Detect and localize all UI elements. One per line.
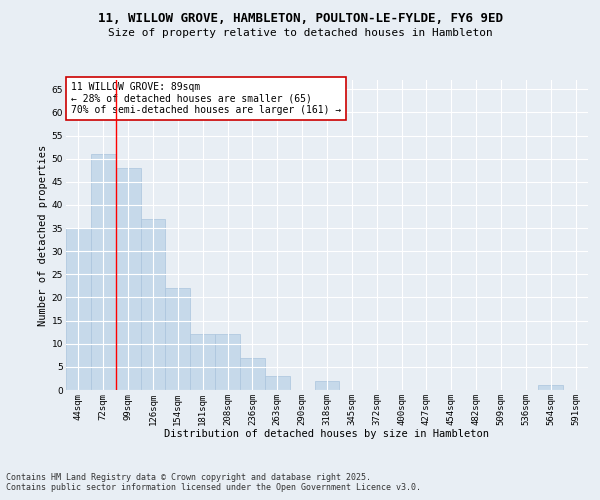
Text: 11, WILLOW GROVE, HAMBLETON, POULTON-LE-FYLDE, FY6 9ED: 11, WILLOW GROVE, HAMBLETON, POULTON-LE-…	[97, 12, 503, 26]
Bar	[190, 334, 215, 390]
Y-axis label: Number of detached properties: Number of detached properties	[38, 144, 47, 326]
Bar	[140, 219, 166, 390]
Text: Contains HM Land Registry data © Crown copyright and database right 2025.: Contains HM Land Registry data © Crown c…	[6, 474, 371, 482]
Bar	[215, 334, 240, 390]
Bar	[265, 376, 290, 390]
Bar	[538, 386, 563, 390]
Bar	[314, 380, 340, 390]
Bar	[66, 228, 91, 390]
Bar	[116, 168, 140, 390]
Bar	[166, 288, 190, 390]
X-axis label: Distribution of detached houses by size in Hambleton: Distribution of detached houses by size …	[164, 429, 490, 439]
Bar	[91, 154, 116, 390]
Text: Contains public sector information licensed under the Open Government Licence v3: Contains public sector information licen…	[6, 484, 421, 492]
Bar	[240, 358, 265, 390]
Text: 11 WILLOW GROVE: 89sqm
← 28% of detached houses are smaller (65)
70% of semi-det: 11 WILLOW GROVE: 89sqm ← 28% of detached…	[71, 82, 341, 115]
Text: Size of property relative to detached houses in Hambleton: Size of property relative to detached ho…	[107, 28, 493, 38]
